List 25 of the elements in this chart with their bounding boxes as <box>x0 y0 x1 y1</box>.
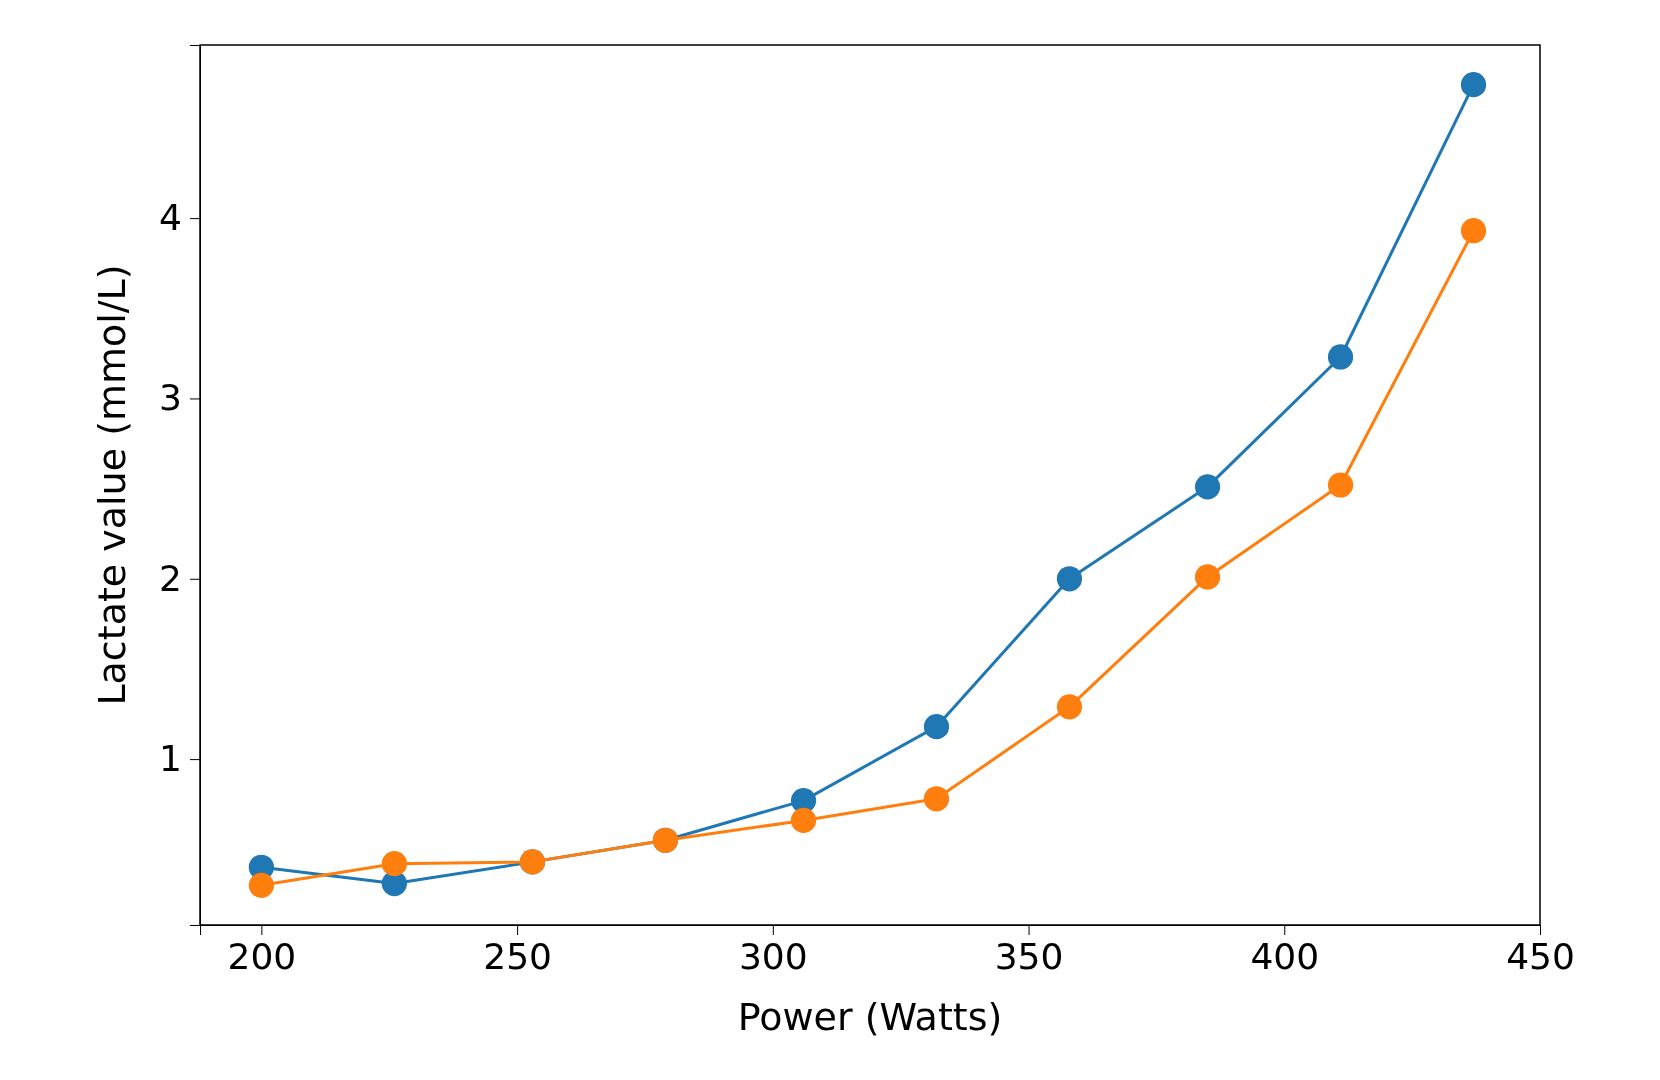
point <box>248 872 274 898</box>
y-tick-label: 4 <box>159 197 182 239</box>
point <box>1056 566 1083 592</box>
point <box>381 851 407 877</box>
point <box>1327 344 1354 370</box>
x-tick-label: 300 <box>738 935 808 977</box>
point <box>790 807 817 833</box>
x-axis-title: Power (Watts) <box>737 995 1003 1039</box>
point <box>1194 564 1221 590</box>
x-tick-label: 200 <box>227 935 297 977</box>
y-tick-label: 2 <box>159 557 182 599</box>
y-axis-title: Lactate value (mmol/L) <box>90 264 134 706</box>
point <box>923 786 950 812</box>
point <box>1056 694 1083 720</box>
x-tick-label: 400 <box>1250 935 1320 977</box>
x-tick-label: 350 <box>994 935 1064 977</box>
y-tick-label: 1 <box>159 738 182 780</box>
x-tick-label: 450 <box>1506 935 1575 977</box>
point <box>923 714 950 740</box>
point <box>1460 72 1487 98</box>
point <box>1194 474 1221 500</box>
x-tick-label: 250 <box>483 935 552 977</box>
point <box>1460 218 1487 244</box>
point <box>1327 472 1354 498</box>
y-tick-label: 3 <box>159 377 182 419</box>
